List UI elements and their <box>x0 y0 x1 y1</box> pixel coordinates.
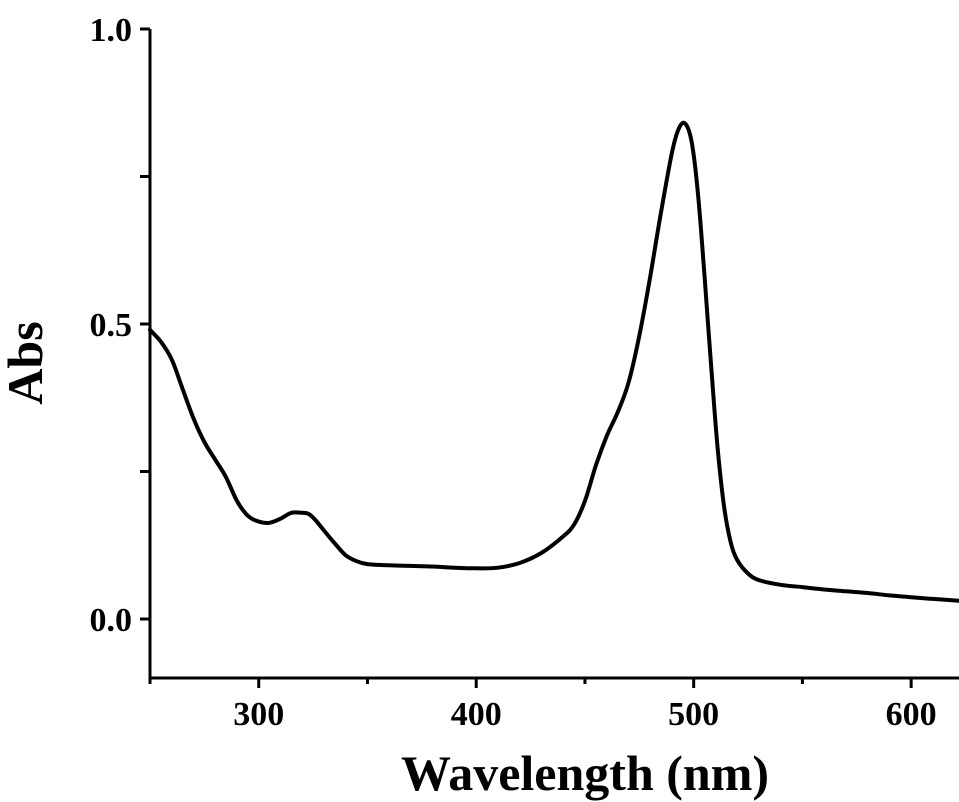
x-tick-label: 400 <box>451 696 502 733</box>
y-axis-title: Abs <box>0 321 53 404</box>
x-tick-label: 600 <box>886 696 937 733</box>
y-tick-label: 0.5 <box>90 307 133 344</box>
x-tick-label: 500 <box>668 696 719 733</box>
y-tick-label: 1.0 <box>90 12 133 49</box>
x-axis-title: Wavelength (nm) <box>401 745 769 801</box>
y-tick-label: 0.0 <box>90 602 133 639</box>
ticks-layer: 0.0 0.5 1.0 300 400 500 600 <box>90 12 937 733</box>
absorbance-series-line <box>148 120 959 603</box>
x-tick-label: 300 <box>233 696 284 733</box>
